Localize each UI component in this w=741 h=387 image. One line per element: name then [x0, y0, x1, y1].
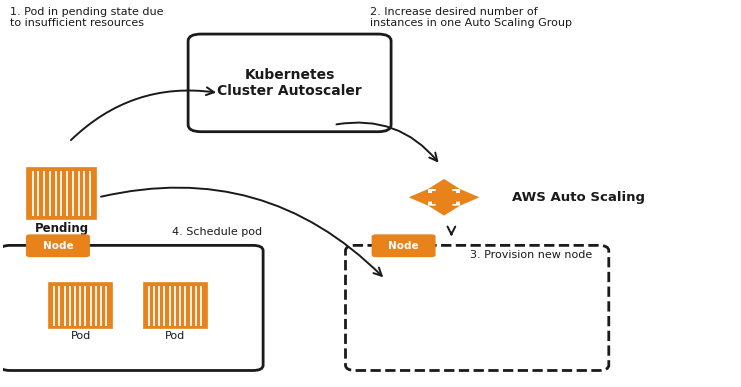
Text: 2. Increase desired number of
instances in one Auto Scaling Group: 2. Increase desired number of instances …	[370, 7, 573, 28]
Text: Kubernetes
Cluster Autoscaler: Kubernetes Cluster Autoscaler	[217, 68, 362, 98]
FancyBboxPatch shape	[49, 283, 112, 328]
Text: Node: Node	[43, 241, 73, 251]
Text: Node: Node	[388, 241, 419, 251]
FancyBboxPatch shape	[345, 245, 609, 370]
FancyBboxPatch shape	[144, 283, 207, 328]
FancyBboxPatch shape	[27, 168, 96, 219]
FancyArrow shape	[451, 189, 479, 205]
Bar	[432, 191, 456, 204]
FancyBboxPatch shape	[26, 234, 90, 257]
Text: Pod: Pod	[70, 331, 90, 341]
FancyArrow shape	[409, 189, 437, 205]
Text: 3. Provision new node: 3. Provision new node	[470, 250, 592, 260]
Text: 4. Schedule pod: 4. Schedule pod	[172, 227, 262, 236]
FancyBboxPatch shape	[188, 34, 391, 132]
FancyArrow shape	[428, 179, 460, 194]
FancyBboxPatch shape	[0, 245, 263, 370]
FancyArrow shape	[428, 201, 460, 216]
FancyBboxPatch shape	[371, 234, 436, 257]
Text: Pending
Pod: Pending Pod	[35, 222, 89, 250]
Text: Pod: Pod	[165, 331, 185, 341]
Text: 1. Pod in pending state due
to insufficient resources: 1. Pod in pending state due to insuffici…	[10, 7, 164, 28]
Text: AWS Auto Scaling: AWS Auto Scaling	[512, 191, 645, 204]
